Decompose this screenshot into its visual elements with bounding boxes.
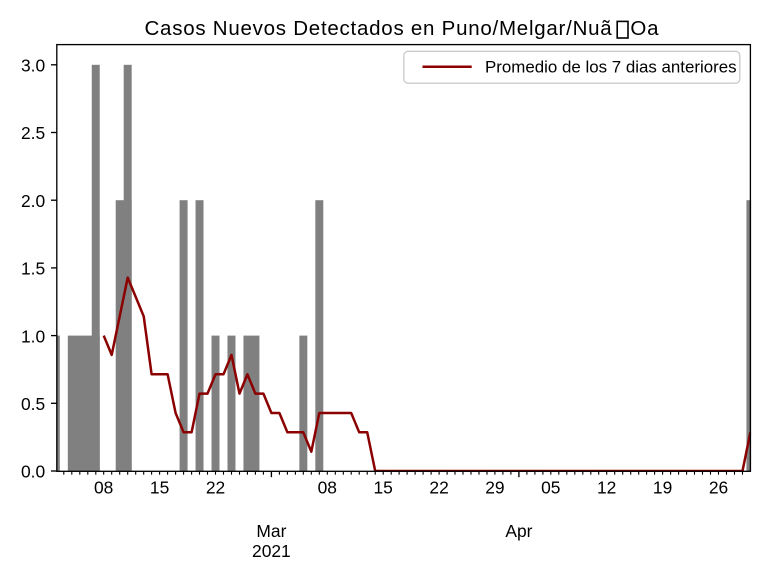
svg-text:15: 15: [374, 477, 393, 497]
svg-text:0.5: 0.5: [21, 394, 45, 414]
svg-text:Mar: Mar: [256, 521, 286, 541]
svg-text:19: 19: [653, 477, 672, 497]
svg-text:3.0: 3.0: [21, 56, 45, 76]
svg-text:08: 08: [318, 477, 337, 497]
svg-text:12: 12: [597, 477, 616, 497]
svg-text:22: 22: [206, 477, 225, 497]
svg-text:Promedio de los 7 dias anterio: Promedio de los 7 dias anteriores: [485, 58, 737, 77]
svg-text:05: 05: [541, 477, 560, 497]
svg-text:Oa: Oa: [630, 17, 659, 40]
svg-text:2.0: 2.0: [21, 191, 45, 211]
svg-text:26: 26: [709, 477, 728, 497]
svg-text:22: 22: [429, 477, 448, 497]
svg-text:29: 29: [485, 477, 504, 497]
svg-text:15: 15: [150, 477, 169, 497]
svg-text:08: 08: [94, 477, 113, 497]
svg-text:1.5: 1.5: [21, 259, 45, 279]
svg-text:2.5: 2.5: [21, 123, 45, 143]
svg-text:Apr: Apr: [505, 521, 532, 541]
svg-text:Casos Nuevos Detectados en Pun: Casos Nuevos Detectados en Puno/Melgar/N…: [145, 17, 613, 40]
svg-text:2021: 2021: [252, 541, 291, 561]
svg-text:1.0: 1.0: [21, 326, 45, 346]
svg-text:0.0: 0.0: [21, 462, 45, 482]
